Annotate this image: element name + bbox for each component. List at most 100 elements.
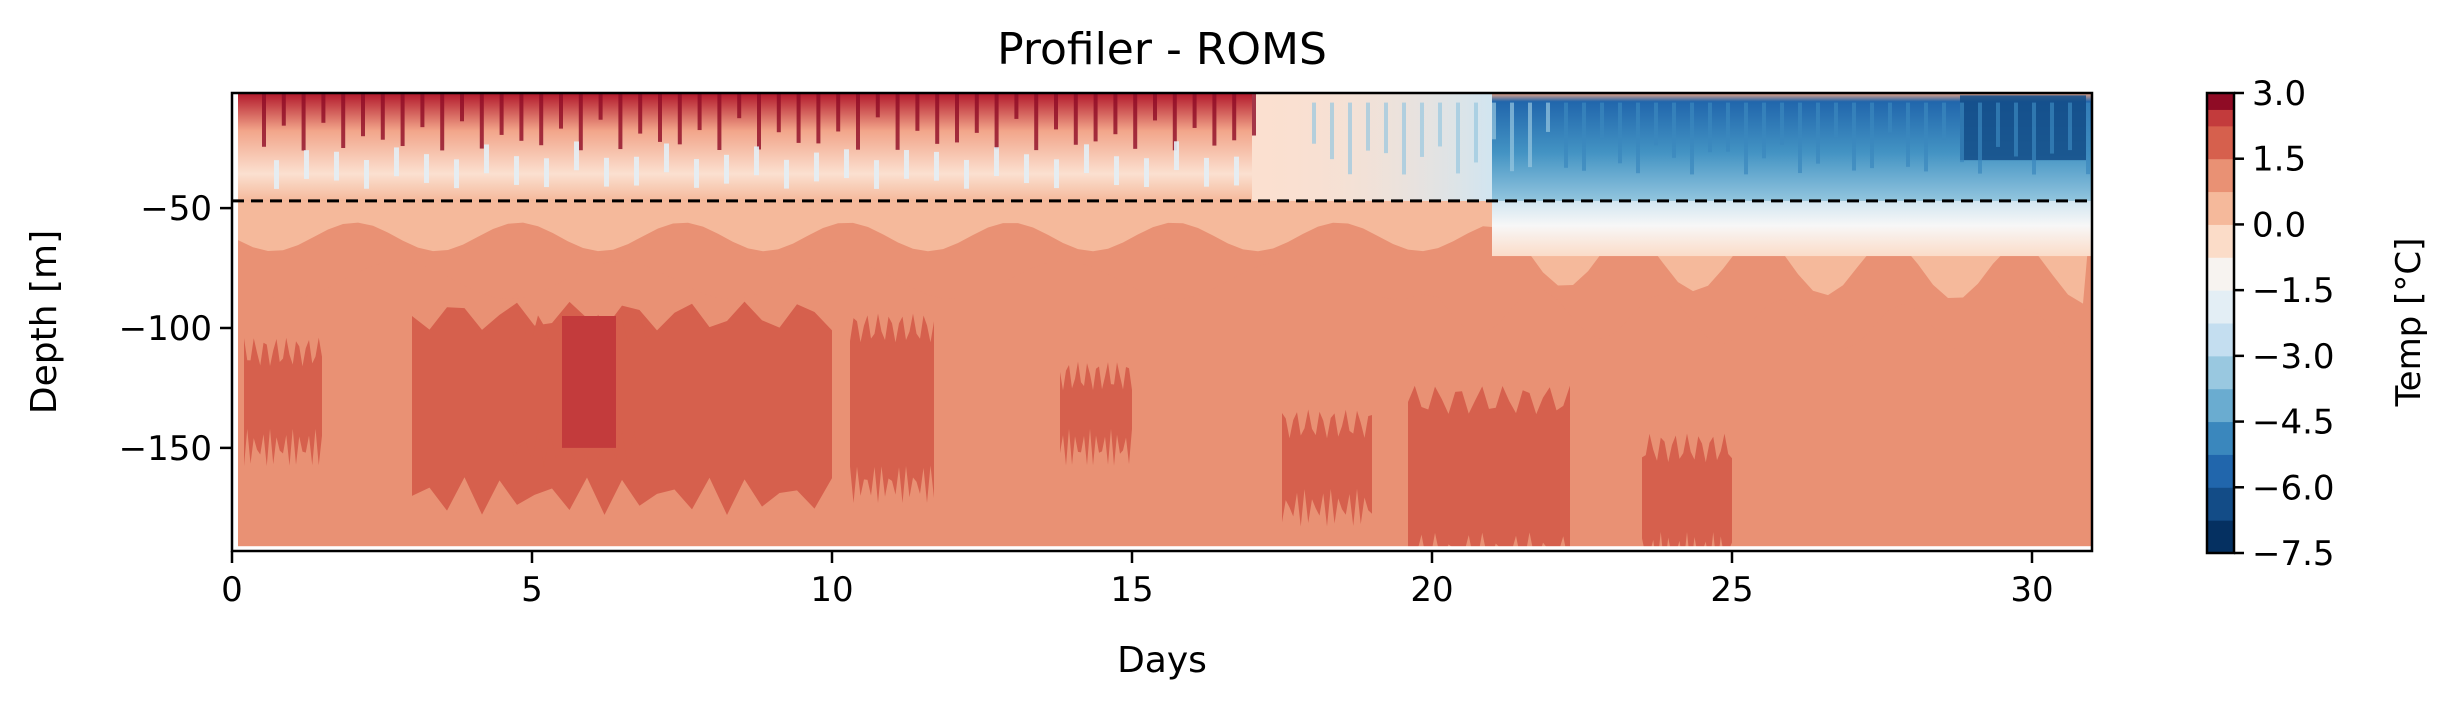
x-axis-ticks: 0 5 10 15 20 25 30: [221, 551, 2054, 610]
cold-streak: [1618, 102, 1622, 164]
colorbar-tick-label: 1.5: [2252, 140, 2306, 180]
cool-streak: [904, 150, 909, 179]
cold-streak: [1708, 102, 1712, 153]
warm-streak: [440, 93, 445, 151]
x-tick-label: 5: [521, 570, 543, 610]
warm-streak: [460, 93, 464, 122]
cold-streak: [1366, 102, 1370, 151]
cold-streak: [2068, 102, 2072, 151]
cool-streak: [454, 159, 459, 189]
warm-streak: [1153, 93, 1157, 121]
x-tick-label: 10: [810, 570, 853, 610]
warm-streak: [1073, 93, 1078, 145]
x-tick-label: 15: [1110, 570, 1153, 610]
warm-patch: [1282, 409, 1372, 527]
colorbar-level: [2207, 487, 2234, 521]
warm-patch: [1060, 361, 1132, 466]
warm-streak: [796, 93, 801, 143]
cold-streak: [1834, 102, 1838, 138]
cold-streak: [1726, 102, 1730, 152]
cool-streak: [874, 160, 879, 189]
cool-streak: [364, 159, 369, 189]
cool-streak: [424, 154, 429, 183]
cool-streak: [754, 146, 759, 176]
cold-streak: [2086, 102, 2090, 175]
y-tick-label: −150: [119, 429, 212, 469]
y-tick-label: −100: [119, 309, 212, 349]
cold-streak: [1978, 102, 1982, 174]
warm-streak: [915, 93, 920, 131]
cold-streak: [1402, 102, 1406, 175]
colorbar-level: [2207, 257, 2234, 291]
cold-streak: [1780, 102, 1784, 145]
cool-streak: [964, 159, 969, 189]
cold-streak: [1348, 102, 1352, 175]
x-tick-label: 25: [1710, 570, 1753, 610]
colorbar-tick-label: −4.5: [2252, 403, 2335, 443]
colorbar-ticks: 3.0 1.5 0.0 −1.5 −3.0 −4.5 −6.0 −7.5: [2234, 74, 2335, 574]
cool-streak: [1234, 156, 1239, 186]
warm-streak: [598, 93, 603, 120]
transition-blend: [1252, 93, 1492, 201]
warm-streak: [519, 93, 524, 141]
cool-streak: [1114, 156, 1119, 186]
cold-streak: [1510, 102, 1514, 172]
cold-streak: [1852, 102, 1856, 171]
colorbar-tick-label: 3.0: [2252, 74, 2306, 114]
warm-streak: [559, 93, 563, 129]
warm-patch: [850, 313, 934, 504]
warm-streak: [321, 93, 326, 123]
cold-streak: [1924, 102, 1928, 172]
warm-streak: [1252, 93, 1256, 136]
warm-streak: [856, 93, 860, 150]
colorbar-level: [2207, 191, 2234, 225]
cold-streak: [1312, 102, 1316, 144]
warm-streak: [776, 93, 781, 133]
y-axis-label: Depth [m]: [24, 230, 65, 414]
cool-streak: [724, 154, 729, 184]
warm-streak: [994, 93, 999, 150]
colorbar-level: [2207, 454, 2234, 488]
colorbar-level: [2207, 93, 2234, 110]
warm-streak: [1054, 93, 1058, 130]
colorbar-level: [2207, 520, 2234, 554]
cool-streak: [514, 156, 519, 185]
x-tick-label: 30: [2010, 570, 2053, 610]
colorbar-level: [2207, 323, 2234, 357]
no-data-bottom: [232, 546, 2092, 551]
warm-core: [562, 316, 616, 448]
colorbar-frame: [2205, 91, 2236, 555]
cool-streak: [604, 157, 609, 187]
warm-streak: [420, 93, 425, 128]
colorbar-tick-label: 0.0: [2252, 205, 2306, 245]
cold-streak: [1456, 102, 1460, 174]
cool-streak: [1144, 158, 1149, 187]
warm-streak: [1212, 93, 1217, 146]
cool-streak: [1174, 141, 1179, 171]
cool-streak: [334, 151, 339, 181]
colorbar-tick-label: −3.0: [2252, 337, 2335, 377]
cold-streak: [1942, 102, 1946, 140]
cool-streak: [634, 156, 639, 186]
warm-streak: [1192, 93, 1197, 128]
warm-streak: [479, 93, 484, 149]
cold-streak: [1492, 102, 1496, 140]
no-data-left: [232, 93, 238, 551]
warm-streak: [1113, 93, 1118, 135]
warm-streak: [974, 93, 979, 133]
colorbar-level: [2207, 109, 2234, 127]
y-tick-label: −50: [140, 189, 212, 229]
cold-streak: [1762, 102, 1766, 159]
colorbar-level: [2207, 224, 2234, 258]
cool-streak: [934, 151, 939, 181]
cool-streak: [694, 159, 699, 188]
warm-streak: [499, 93, 504, 135]
cold-streak: [1438, 102, 1442, 147]
warm-patch: [1408, 385, 1570, 551]
colorbar-level: [2207, 158, 2234, 193]
warm-streak: [816, 93, 821, 144]
cool-streak: [1054, 159, 1059, 189]
warm-streak: [895, 93, 900, 150]
cold-streak: [1384, 102, 1388, 154]
